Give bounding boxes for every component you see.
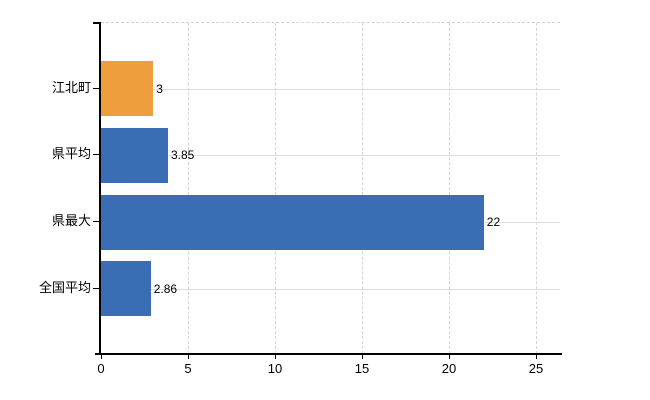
y-axis-end-tick — [93, 22, 101, 24]
category-label-江北町: 江北町 — [51, 79, 91, 95]
plot-area: 3 3.85 22 2.86 — [101, 22, 560, 354]
x-tick-label: 20 — [441, 361, 457, 376]
x-axis-tick — [188, 353, 189, 359]
bar-value-label: 3.85 — [170, 148, 195, 163]
bar-全国平均 — [101, 261, 151, 317]
vertical-gridline — [188, 23, 190, 354]
vertical-gridline — [536, 23, 538, 354]
horizontal-gridline — [101, 88, 560, 90]
category-label-県最大: 県最大 — [51, 213, 91, 228]
bar-県平均 — [101, 127, 168, 183]
x-axis-tick — [536, 353, 537, 359]
x-axis-tick — [362, 353, 363, 359]
bar-value-label: 2.86 — [153, 281, 178, 296]
category-label-県平均: 県平均 — [51, 146, 91, 162]
y-axis-line — [99, 22, 101, 353]
x-axis-tick — [275, 353, 276, 359]
x-axis-tick — [101, 353, 102, 359]
y-axis-tick — [93, 221, 99, 222]
vertical-gridline — [362, 23, 364, 354]
bar-value-label: 22 — [486, 215, 501, 229]
category-label-全国平均: 全国平均 — [38, 279, 91, 295]
bar-江北町 — [101, 61, 154, 117]
x-tick-label: 25 — [528, 361, 544, 376]
y-axis-tick — [93, 154, 99, 156]
horizontal-gridline — [101, 288, 560, 290]
x-axis-tick — [449, 353, 450, 359]
y-axis-tick — [93, 87, 99, 89]
x-axis-line — [95, 353, 562, 355]
x-tick-label: 0 — [97, 361, 105, 376]
horizontal-gridline — [101, 155, 560, 157]
bar-県最大 — [101, 194, 484, 250]
vertical-gridline — [275, 23, 277, 354]
x-tick-label: 5 — [184, 361, 192, 376]
y-axis-tick — [93, 287, 99, 289]
x-tick-label: 15 — [354, 361, 370, 376]
x-tick-label: 10 — [267, 361, 283, 376]
bar-value-label: 3 — [156, 81, 163, 96]
vertical-gridline — [449, 23, 451, 354]
